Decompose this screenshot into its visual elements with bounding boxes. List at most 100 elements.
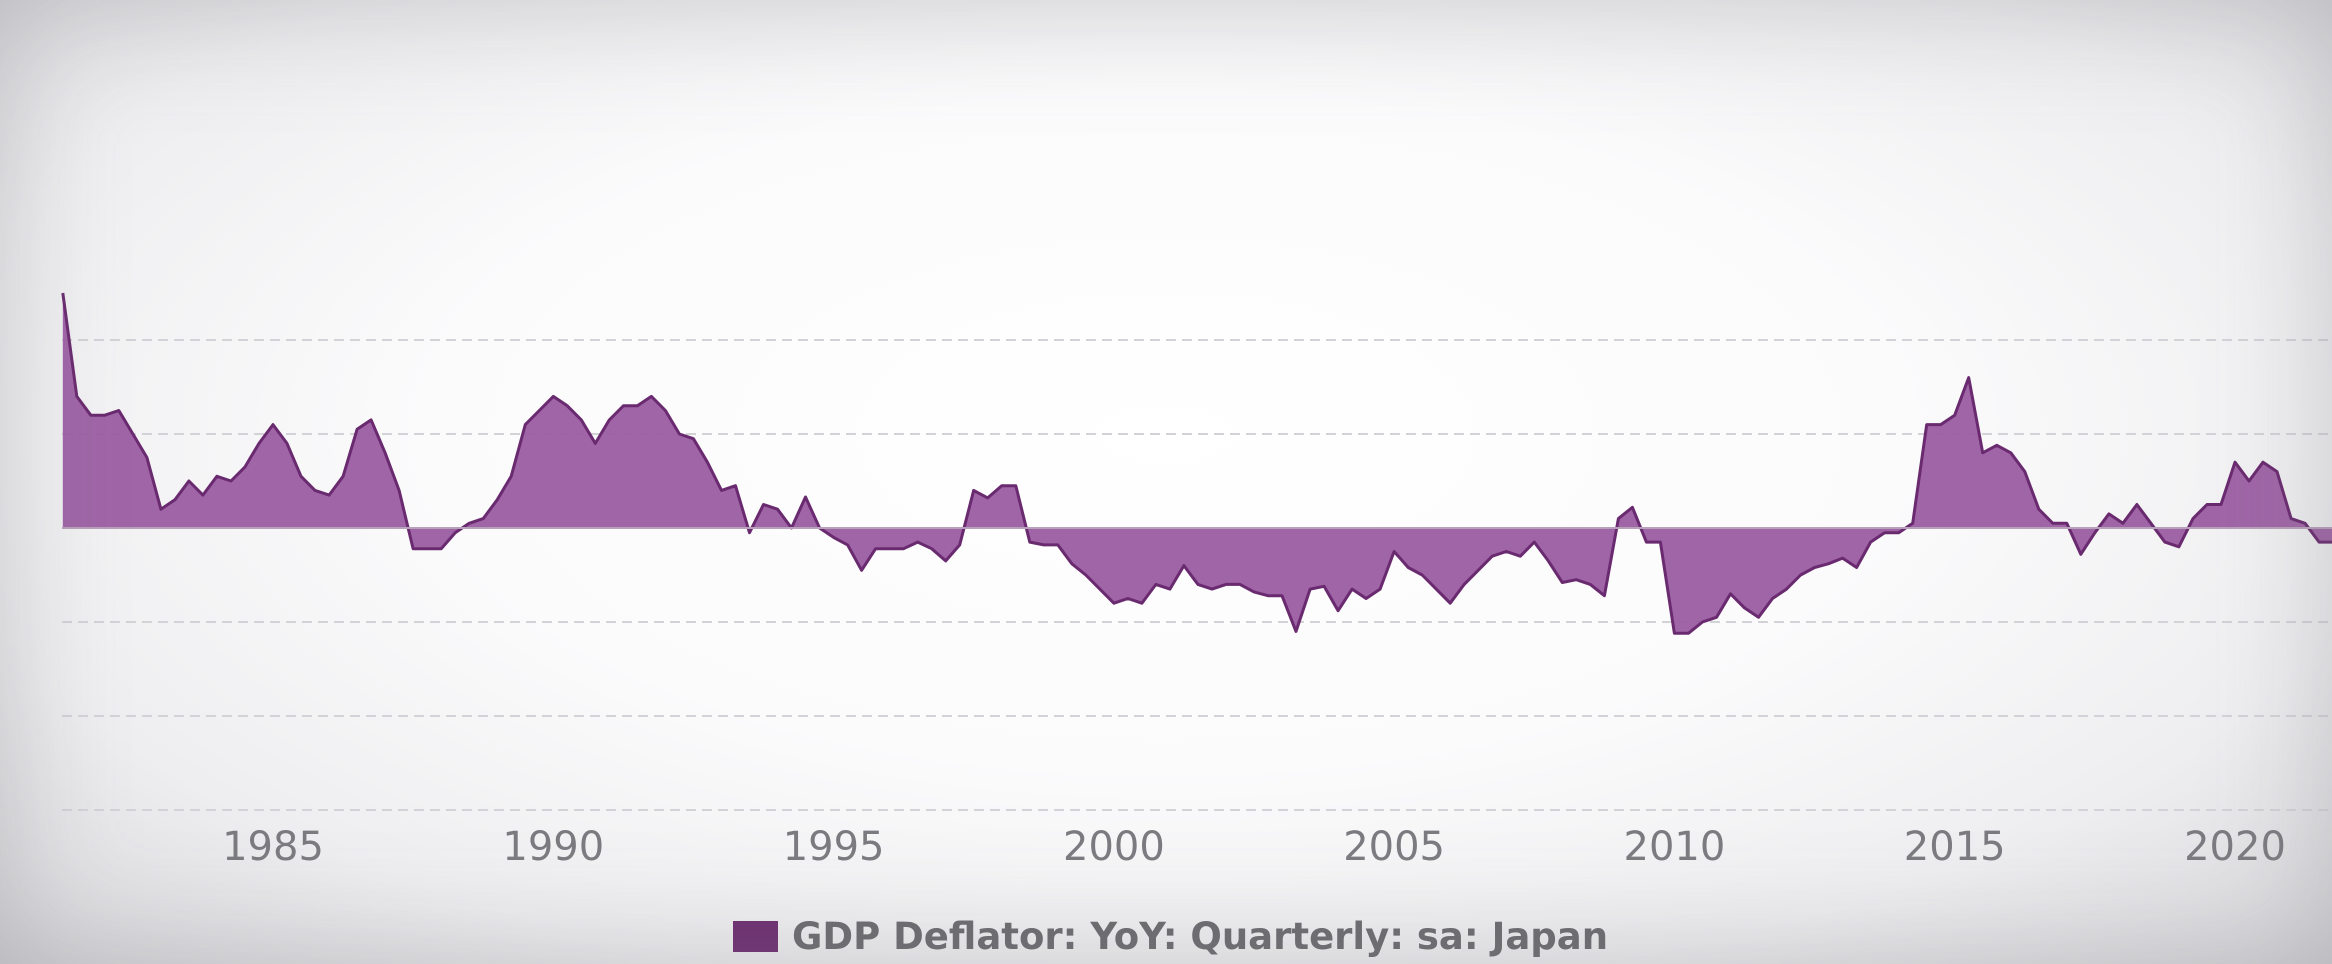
data-point [173,498,176,501]
data-point [636,404,639,407]
data-point [538,409,541,412]
data-point [300,475,303,478]
data-point [622,404,625,407]
data-point [2290,517,2293,520]
data-point [1393,550,1396,553]
data-point [1211,588,1214,591]
x-axis-tick-labels: 1985 1990 1995 2000 2005 2010 2015 2020 [222,824,2286,870]
x-tick-label: 2015 [1904,824,2006,870]
data-point [342,475,345,478]
data-point [874,547,877,550]
x-tick-label: 2020 [2184,824,2286,870]
legend[interactable]: GDP Deflator: YoY: Quarterly: sa: Japan [733,913,1608,959]
data-point [2234,461,2237,464]
data-point [552,395,555,398]
data-point [2163,541,2166,544]
data-point [1267,594,1270,597]
data-point [75,395,78,398]
data-point [1014,484,1017,487]
data-point [916,541,919,544]
data-point [594,442,597,445]
data-point [356,428,359,431]
data-point [1477,569,1480,572]
data-point [440,547,443,550]
data-point [454,531,457,534]
data-point [1253,590,1256,593]
data-point [958,543,961,546]
data-point [1519,555,1522,558]
data-point [986,496,989,499]
data-point [944,559,947,562]
data-point [1841,557,1844,560]
data-point [1575,578,1578,581]
data-point [1168,588,1171,591]
data-point [1505,550,1508,553]
data-point [145,456,148,459]
data-point [1449,602,1452,605]
data-point [1239,583,1242,586]
data-point [1084,574,1087,577]
data-point [1309,588,1312,591]
data-point [1897,531,1900,534]
data-point [286,442,289,445]
data-point [2276,470,2279,473]
data-point [1379,588,1382,591]
data-point [734,484,737,487]
data-point [1000,484,1003,487]
data-point [566,404,569,407]
data-point [748,531,751,534]
series-area-fill [62,293,2332,634]
data-point [2135,503,2138,506]
data-point [1939,423,1942,426]
data-point [678,433,681,436]
data-point [2065,522,2068,525]
data-point [1953,414,1956,417]
data-point [1365,597,1368,600]
data-point [706,461,709,464]
data-point [1883,531,1886,534]
data-point [1715,616,1718,619]
data-point [201,494,204,497]
data-point [244,465,247,468]
data-point [1981,451,1984,454]
data-point [1126,597,1129,600]
data-point [1967,376,1970,379]
data-point [159,508,162,511]
x-tick-label: 2005 [1343,824,1445,870]
data-point [1140,602,1143,605]
data-point [1701,621,1704,624]
data-point [524,423,527,426]
data-point [2248,480,2251,483]
data-point [930,547,933,550]
data-point [692,437,695,440]
data-point [258,442,261,445]
data-point [117,409,120,412]
data-point [2304,522,2307,525]
data-point [1757,616,1760,619]
data-point [1154,583,1157,586]
data-point [762,503,765,506]
data-point [1323,585,1326,588]
data-point [1070,562,1073,565]
data-point [1631,506,1634,509]
data-point [2220,503,2223,506]
data-point [1687,632,1690,635]
data-point [1743,606,1746,609]
data-point [1337,609,1340,612]
data-point [1799,574,1802,577]
data-point [187,480,190,483]
data-point [972,489,975,492]
data-point [1182,564,1185,567]
series-line [61,292,2332,635]
data-point [1196,583,1199,586]
data-point [1869,541,1872,544]
data-point [1098,588,1101,591]
data-point [1785,588,1788,591]
data-point [426,547,429,550]
data-point [1547,559,1550,562]
data-point [902,547,905,550]
x-tick-label: 1990 [502,824,604,870]
data-point [1589,583,1592,586]
